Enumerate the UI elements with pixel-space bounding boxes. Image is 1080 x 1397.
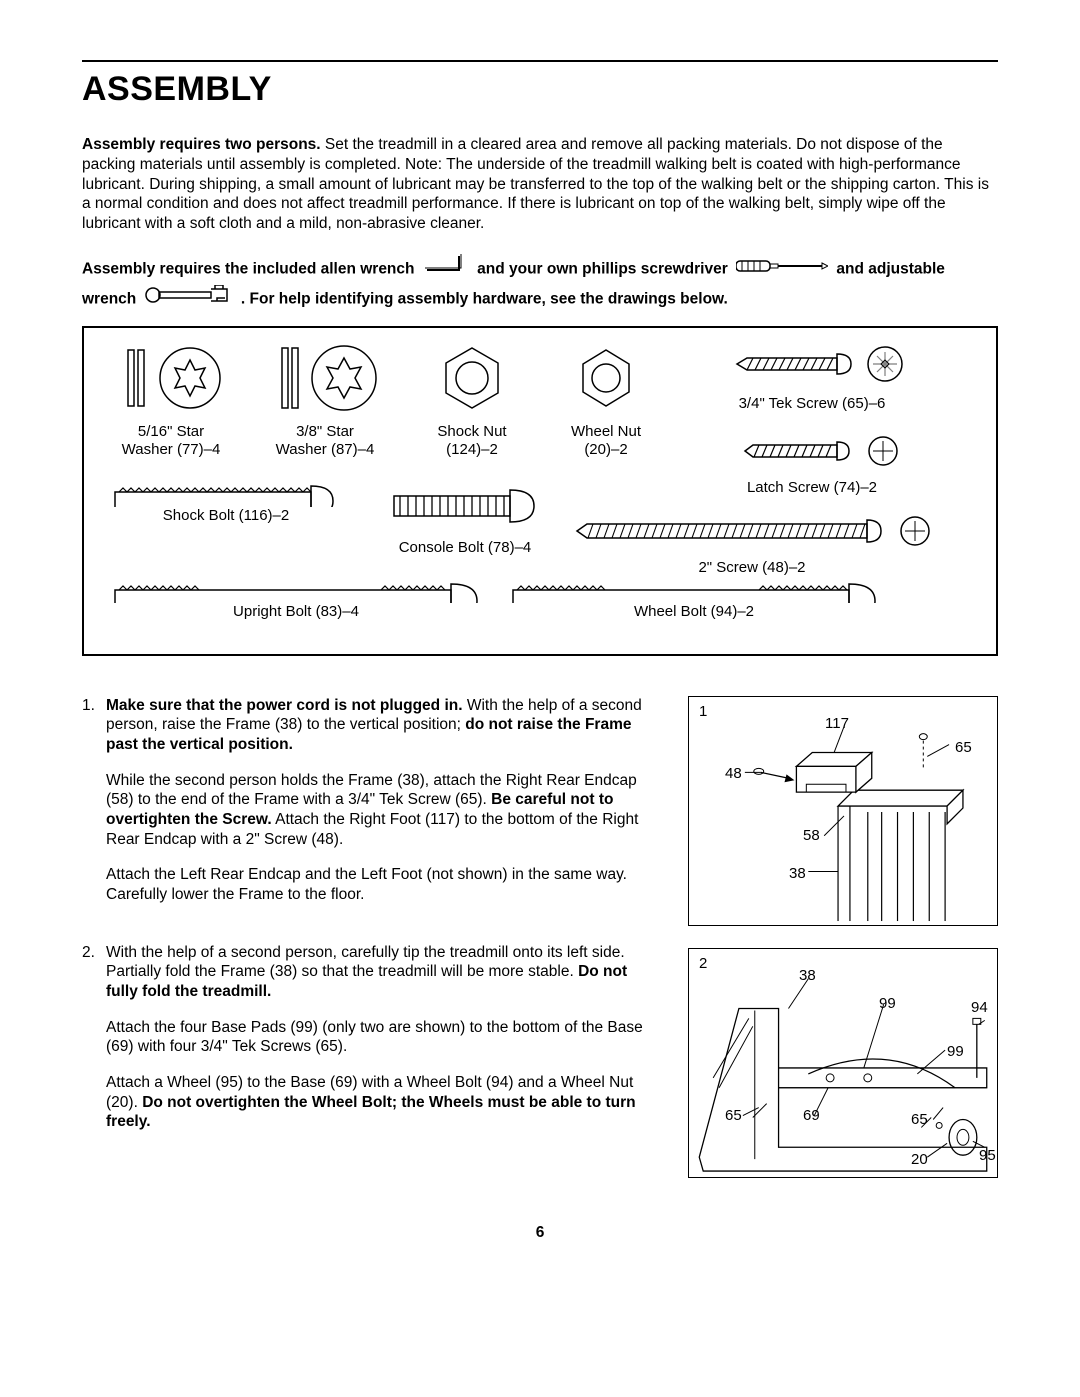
hw-star-washer-38: 3/8" Star Washer (87)–4 bbox=[260, 344, 390, 459]
callout: 95 bbox=[979, 1147, 996, 1164]
hw-label: Latch Screw (74)–2 bbox=[682, 479, 942, 497]
tools-paragraph: Assembly requires the included allen wre… bbox=[82, 254, 998, 314]
s2-p3b: Do not overtighten the Wheel Bolt; the W… bbox=[106, 1094, 636, 1131]
hw-upright-bolt: Upright Bolt (83)–4 bbox=[106, 576, 486, 655]
hw-wheel-nut: Wheel Nut (20)–2 bbox=[546, 344, 666, 459]
figure-2: 2 bbox=[688, 948, 998, 1178]
step-number: 2. bbox=[82, 943, 106, 1148]
callout: 20 bbox=[911, 1151, 928, 1168]
intro-lead-bold: Assembly requires two persons. bbox=[82, 136, 321, 153]
figure-2-diagram bbox=[689, 949, 997, 1177]
hw-star-washer-516: 5/16" Star Washer (77)–4 bbox=[106, 344, 236, 459]
hw-label: Wheel Nut (20)–2 bbox=[546, 423, 666, 459]
figure-1: 1 bbox=[688, 696, 998, 926]
phillips-screwdriver-icon bbox=[736, 257, 828, 282]
callout: 117 bbox=[825, 715, 849, 732]
intro-paragraph: Assembly requires two persons. Set the t… bbox=[82, 135, 998, 234]
callout: 99 bbox=[879, 995, 896, 1012]
callout: 48 bbox=[725, 765, 742, 782]
callout: 65 bbox=[911, 1111, 928, 1128]
tools-part2: and your own phillips screwdriver bbox=[477, 261, 732, 278]
page-title: ASSEMBLY bbox=[82, 70, 998, 109]
callout: 65 bbox=[725, 1107, 742, 1124]
allen-wrench-icon bbox=[423, 254, 469, 285]
callout: 94 bbox=[971, 999, 988, 1016]
hw-label: 5/16" Star Washer (77)–4 bbox=[106, 423, 236, 459]
top-rule bbox=[82, 60, 998, 62]
s1-p1a: Make sure that the power cord is not plu… bbox=[106, 697, 463, 714]
callout: 69 bbox=[803, 1107, 820, 1124]
hw-label: Shock Bolt (116)–2 bbox=[106, 507, 346, 525]
hw-label: Wheel Bolt (94)–2 bbox=[504, 603, 884, 621]
s2-p1a: With the help of a second person, carefu… bbox=[106, 944, 625, 981]
hw-label: Upright Bolt (83)–4 bbox=[106, 603, 486, 621]
steps-section: 1. Make sure that the power cord is not … bbox=[82, 696, 998, 1200]
step-2: 2. With the help of a second person, car… bbox=[82, 943, 660, 1148]
step-number: 1. bbox=[82, 696, 106, 921]
figure-number: 1 bbox=[699, 703, 707, 720]
callout: 99 bbox=[947, 1043, 964, 1060]
hw-latch-screw: Latch Screw (74)–2 bbox=[682, 434, 942, 497]
s2-p2: Attach the four Base Pads (99) (only two… bbox=[106, 1018, 660, 1057]
hw-label: 3/8" Star Washer (87)–4 bbox=[260, 423, 390, 459]
callout: 38 bbox=[789, 865, 806, 882]
page-number: 6 bbox=[82, 1224, 998, 1242]
hw-wheel-bolt: Wheel Bolt (94)–2 bbox=[504, 576, 884, 655]
step-1: 1. Make sure that the power cord is not … bbox=[82, 696, 660, 921]
callout: 65 bbox=[955, 739, 972, 756]
hw-screw-2in: 2" Screw (48)–2 bbox=[562, 514, 942, 577]
figure-number: 2 bbox=[699, 955, 707, 972]
hardware-box: 5/16" Star Washer (77)–4 3/8" Star Washe… bbox=[82, 326, 998, 656]
callout: 38 bbox=[799, 967, 816, 984]
hw-label: Console Bolt (78)–4 bbox=[380, 539, 550, 557]
tools-part1: Assembly requires the included allen wre… bbox=[82, 261, 419, 278]
tools-part4: . For help identifying assembly hardware… bbox=[241, 290, 728, 307]
hw-label: 3/4" Tek Screw (65)–6 bbox=[682, 395, 942, 413]
hw-shock-nut: Shock Nut (124)–2 bbox=[412, 344, 532, 459]
callout: 58 bbox=[803, 827, 820, 844]
hw-console-bolt: Console Bolt (78)–4 bbox=[380, 484, 550, 557]
s1-p3: Attach the Left Rear Endcap and the Left… bbox=[106, 865, 660, 904]
hw-label: 2" Screw (48)–2 bbox=[562, 559, 942, 577]
hw-tek-screw-34: 3/4" Tek Screw (65)–6 bbox=[682, 344, 942, 413]
adjustable-wrench-icon bbox=[145, 285, 233, 314]
hw-label: Shock Nut (124)–2 bbox=[412, 423, 532, 459]
hw-shock-bolt: Shock Bolt (116)–2 bbox=[106, 476, 346, 555]
